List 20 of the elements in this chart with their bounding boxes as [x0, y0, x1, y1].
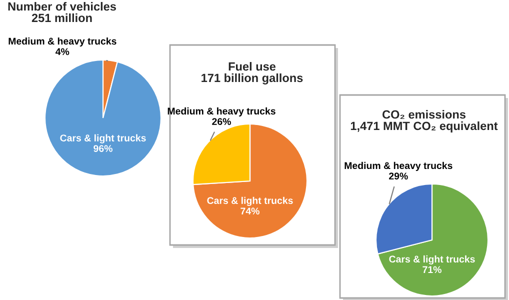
data-label: 26%: [212, 118, 231, 126]
pie-slice: [192, 123, 308, 239]
slice-label: Medium & heavy trucks: [8, 37, 116, 47]
slice-label: Cars & light trucks: [60, 134, 146, 144]
slice-label: Cars & light trucks: [207, 196, 293, 206]
chart-title: Number of vehicles: [8, 2, 116, 11]
slice-label: Medium & heavy trucks: [344, 162, 452, 171]
chart-subtitle: 251 million: [32, 13, 92, 22]
data-label: 71%: [422, 266, 442, 274]
chart-subtitle: 171 billion gallons: [202, 73, 303, 84]
data-label: 96%: [94, 145, 112, 152]
slice-label: Cars & light trucks: [389, 255, 475, 265]
chart-title: Fuel use: [228, 62, 276, 71]
data-label: 4%: [56, 48, 70, 56]
data-label: 29%: [389, 172, 408, 180]
chart-title: CO₂ emissions: [382, 110, 466, 119]
pie-slice: [44, 59, 162, 177]
data-label: 74%: [240, 208, 260, 214]
slice-label: Medium & heavy trucks: [168, 107, 276, 116]
chart-subtitle: 1,471 MMT CO₂ equivalent: [350, 121, 498, 132]
